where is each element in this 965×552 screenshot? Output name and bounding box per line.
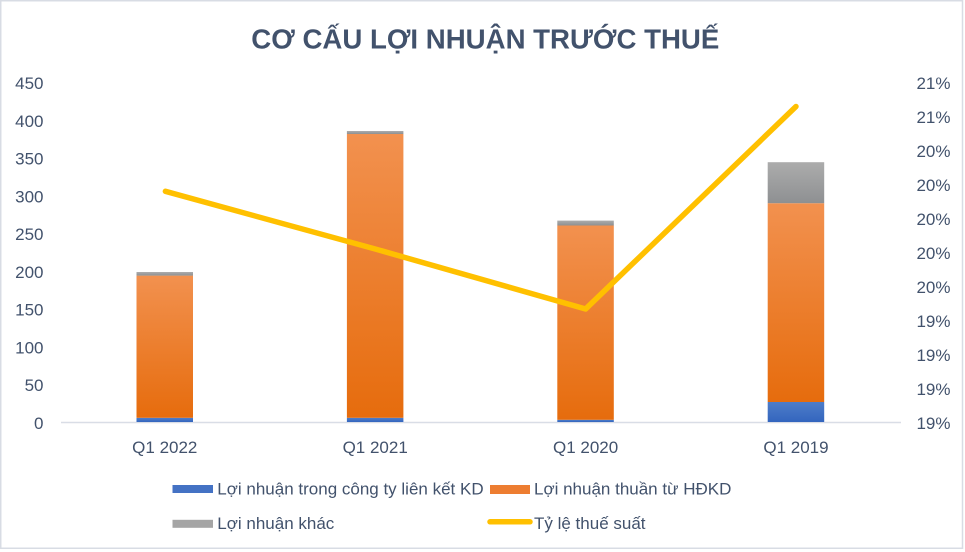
svg-text:50: 50 xyxy=(25,376,44,395)
svg-text:350: 350 xyxy=(15,150,43,169)
svg-text:250: 250 xyxy=(15,225,43,244)
svg-text:0: 0 xyxy=(34,414,43,433)
svg-text:20%: 20% xyxy=(916,210,950,229)
svg-text:21%: 21% xyxy=(916,74,950,93)
svg-text:21%: 21% xyxy=(916,108,950,127)
svg-text:100: 100 xyxy=(15,339,43,358)
svg-text:CƠ CẤU LỢI NHUẬN TRƯỚC THUẾ: CƠ CẤU LỢI NHUẬN TRƯỚC THUẾ xyxy=(251,23,719,54)
svg-text:19%: 19% xyxy=(916,312,950,331)
svg-text:20%: 20% xyxy=(916,278,950,297)
svg-text:400: 400 xyxy=(15,112,43,131)
svg-text:20%: 20% xyxy=(916,176,950,195)
svg-text:19%: 19% xyxy=(916,414,950,433)
svg-text:20%: 20% xyxy=(916,244,950,263)
svg-text:150: 150 xyxy=(15,301,43,320)
svg-text:Tỷ lệ thuế suất: Tỷ lệ thuế suất xyxy=(534,514,646,533)
svg-text:Lợi nhuận trong công ty liên k: Lợi nhuận trong công ty liên kết KD xyxy=(217,480,483,499)
svg-text:200: 200 xyxy=(15,263,43,282)
svg-text:Q1 2021: Q1 2021 xyxy=(343,438,408,457)
svg-text:450: 450 xyxy=(15,74,43,93)
svg-text:19%: 19% xyxy=(916,380,950,399)
svg-text:Q1 2020: Q1 2020 xyxy=(553,438,618,457)
svg-text:19%: 19% xyxy=(916,346,950,365)
svg-text:300: 300 xyxy=(15,187,43,206)
svg-text:Lợi nhuận thuần từ HĐKD: Lợi nhuận thuần từ HĐKD xyxy=(534,480,731,499)
svg-text:20%: 20% xyxy=(916,142,950,161)
svg-text:Q1 2022: Q1 2022 xyxy=(132,438,197,457)
svg-text:Q1 2019: Q1 2019 xyxy=(763,438,828,457)
svg-text:Lợi nhuận khác: Lợi nhuận khác xyxy=(217,514,335,533)
